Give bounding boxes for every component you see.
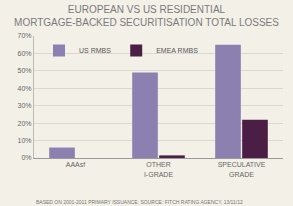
- svg-text:US RMBS: US RMBS: [79, 47, 111, 54]
- svg-text:EMEA RMBS: EMEA RMBS: [156, 47, 198, 54]
- svg-text:AAAsf: AAAsf: [66, 161, 86, 168]
- svg-text:70%: 70%: [18, 32, 32, 39]
- svg-text:SPECULATIVEGRADE: SPECULATIVEGRADE: [218, 161, 266, 177]
- svg-text:20%: 20%: [18, 120, 32, 127]
- svg-text:50%: 50%: [18, 67, 32, 74]
- svg-text:10%: 10%: [18, 137, 32, 144]
- svg-text:BASED ON 2001-2011 PRIMARY ISS: BASED ON 2001-2011 PRIMARY ISSUANCE. SOU…: [36, 199, 243, 205]
- svg-text:60%: 60%: [18, 50, 32, 57]
- svg-text:40%: 40%: [18, 85, 32, 92]
- svg-text:30%: 30%: [18, 102, 32, 109]
- svg-text:0%: 0%: [21, 154, 31, 161]
- svg-text:EUROPEAN VS US RESIDENTIALMORT: EUROPEAN VS US RESIDENTIALMORTGAGE-BACKE…: [14, 4, 279, 28]
- svg-text:OTHERI-GRADE: OTHERI-GRADE: [144, 161, 174, 177]
